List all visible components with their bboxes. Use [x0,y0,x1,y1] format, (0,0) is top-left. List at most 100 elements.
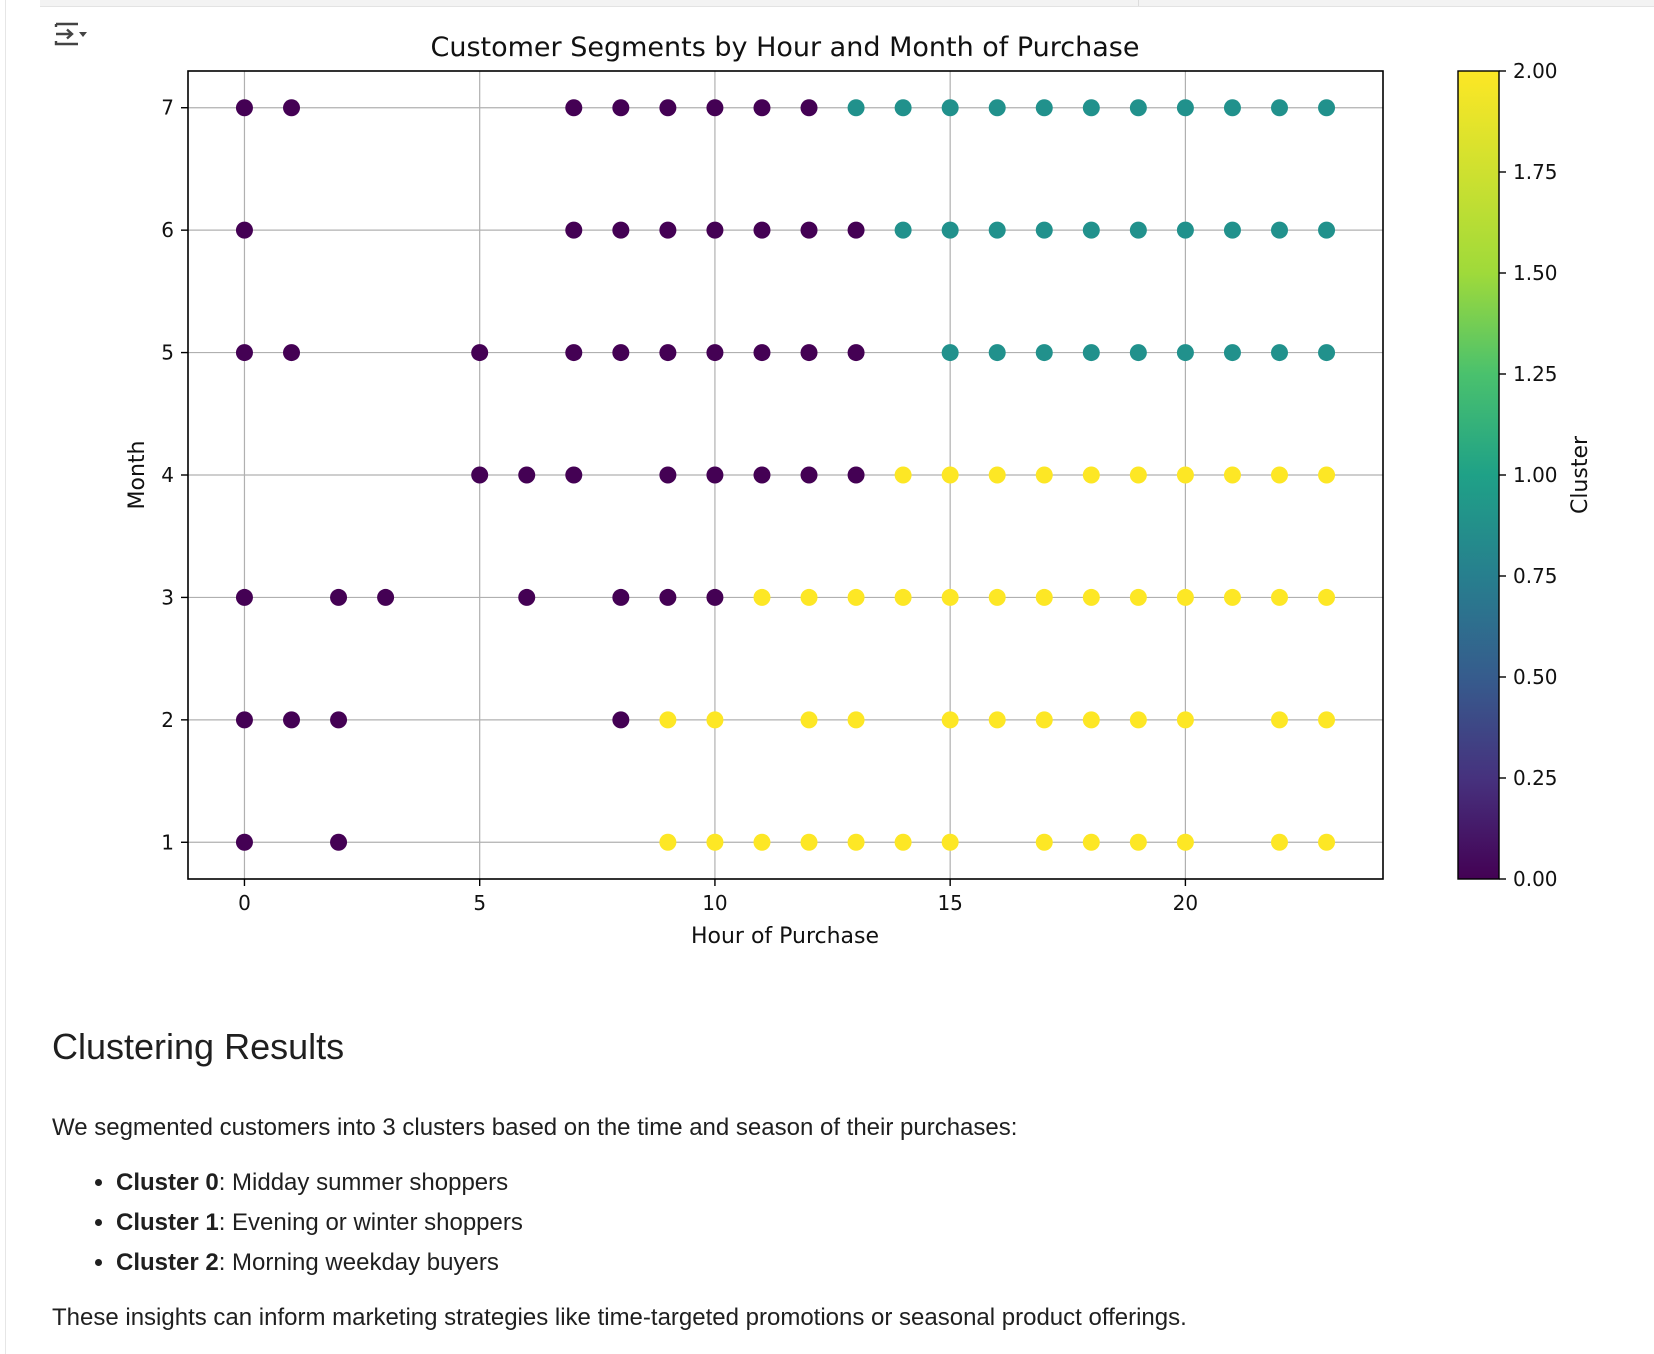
scatter-point-cluster-0 [753,221,771,239]
scatter-point-cluster-0 [706,99,724,117]
scatter-point-cluster-2 [753,588,771,606]
colorbar-tick-label: 1.00 [1513,463,1558,487]
cluster-name: Cluster 0 [116,1169,219,1196]
scatter-point-cluster-1 [941,221,959,239]
scatter-point-cluster-1 [1318,221,1336,239]
scatter-point-cluster-0 [800,344,818,362]
colorbar-tick-label: 0.75 [1513,564,1558,588]
cluster-description: : Midday summer shoppers [218,1169,509,1196]
colorbar [1457,70,1500,880]
colorbar-tick-label: 0.00 [1513,867,1558,891]
scatter-point-cluster-1 [988,99,1006,117]
scatter-point-cluster-0 [659,221,677,239]
colorbar-tick-label: 1.25 [1513,362,1558,386]
scatter-point-cluster-1 [1176,344,1194,362]
scatter-point-cluster-0 [377,588,395,606]
list-item: Cluster 0: Midday summer shoppers [116,1163,523,1203]
scatter-point-cluster-0 [612,99,630,117]
scatter-point-cluster-0 [847,344,865,362]
scatter-point-cluster-0 [518,588,536,606]
scatter-point-cluster-2 [941,711,959,729]
scatter-point-cluster-2 [1176,711,1194,729]
cell-divider [1138,0,1139,6]
intro-paragraph: We segmented customers into 3 clusters b… [52,1114,1018,1141]
scatter-point-cluster-0 [706,221,724,239]
cluster-list: Cluster 0: Midday summer shoppers Cluste… [52,1163,523,1283]
scatter-point-cluster-1 [1270,344,1288,362]
scatter-point-cluster-2 [1035,588,1053,606]
scatter-point-cluster-0 [800,466,818,484]
scatter-point-cluster-1 [988,221,1006,239]
scatter-point-cluster-0 [283,344,301,362]
scatter-point-cluster-1 [1270,99,1288,117]
y-axis-ticks: 1 2 3 4 5 6 7 [161,96,188,854]
y-tick-label: 2 [161,708,174,732]
scatter-point-cluster-0 [612,588,630,606]
colorbar-label: Cluster [1568,435,1593,514]
scatter-point-cluster-2 [1129,466,1147,484]
scatter-point-cluster-1 [1129,99,1147,117]
scatter-point-cluster-0 [612,344,630,362]
scatter-point-cluster-0 [565,221,583,239]
data-points [235,99,1336,851]
scatter-point-cluster-0 [659,99,677,117]
scatter-point-cluster-0 [330,833,348,851]
collapse-output-icon[interactable] [50,16,90,56]
scatter-point-cluster-2 [1223,466,1241,484]
scatter-point-cluster-2 [1176,466,1194,484]
scatter-point-cluster-0 [565,99,583,117]
cluster-name: Cluster 2 [116,1249,219,1276]
scatter-point-cluster-2 [1270,466,1288,484]
scatter-point-cluster-2 [941,833,959,851]
colorbar-tick-label: 0.50 [1513,665,1558,689]
scatter-point-cluster-1 [1223,344,1241,362]
scatter-point-cluster-0 [753,344,771,362]
scatter-point-cluster-2 [1035,833,1053,851]
scatter-point-cluster-2 [1082,466,1100,484]
scatter-point-cluster-0 [659,588,677,606]
scatter-point-cluster-2 [800,588,818,606]
x-tick-label: 20 [1173,891,1198,915]
scatter-point-cluster-2 [847,711,865,729]
y-tick-label: 7 [161,96,174,120]
scatter-point-cluster-2 [1035,711,1053,729]
scatter-point-cluster-1 [988,344,1006,362]
scatter-point-cluster-2 [659,711,677,729]
scatter-point-cluster-2 [1129,711,1147,729]
scatter-point-cluster-2 [1318,833,1336,851]
scatter-point-cluster-0 [706,344,724,362]
scatter-point-cluster-2 [1082,833,1100,851]
scatter-point-cluster-2 [1129,588,1147,606]
scatter-point-cluster-2 [753,833,771,851]
scatter-point-cluster-1 [1129,344,1147,362]
scatter-point-cluster-1 [1318,344,1336,362]
scatter-point-cluster-2 [988,711,1006,729]
scatter-point-cluster-2 [1223,588,1241,606]
cluster-description: : Evening or winter shoppers [218,1209,523,1236]
scatter-point-cluster-2 [800,711,818,729]
scatter-point-cluster-1 [1035,344,1053,362]
scatter-point-cluster-2 [1270,833,1288,851]
scatter-point-cluster-0 [565,344,583,362]
scatter-point-cluster-1 [1176,221,1194,239]
scatter-point-cluster-1 [894,221,912,239]
scatter-point-cluster-2 [1176,588,1194,606]
y-tick-label: 4 [161,463,174,487]
scatter-point-cluster-0 [612,711,630,729]
scatter-point-cluster-1 [941,99,959,117]
list-item: Cluster 1: Evening or winter shoppers [116,1203,523,1243]
scatter-point-cluster-0 [235,833,253,851]
scatter-point-cluster-2 [1270,711,1288,729]
collapse-output-icon-glyph [54,22,87,46]
previous-cell-bottom [40,0,1654,7]
scatter-point-cluster-0 [471,466,489,484]
y-tick-label: 1 [161,830,174,854]
closing-paragraph: These insights can inform marketing stra… [52,1304,1187,1331]
scatter-point-cluster-0 [800,99,818,117]
scatter-point-cluster-1 [1176,99,1194,117]
scatter-point-cluster-2 [1318,711,1336,729]
scatter-point-cluster-0 [235,99,253,117]
scatter-point-cluster-1 [847,99,865,117]
scatter-point-cluster-0 [235,344,253,362]
cell-left-border [5,0,6,1354]
